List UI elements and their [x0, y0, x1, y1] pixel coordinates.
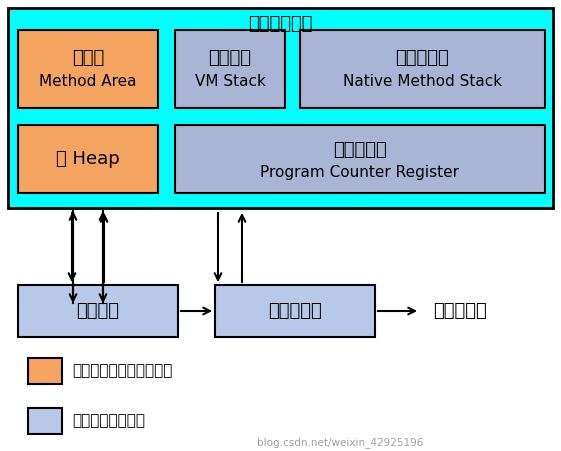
Text: 虚拟机栈: 虚拟机栈	[209, 49, 251, 67]
Bar	[18, 125, 158, 193]
Bar	[18, 30, 158, 108]
Text: Native Method Stack: Native Method Stack	[343, 74, 502, 89]
Bar	[175, 125, 545, 193]
Text: VM Stack: VM Stack	[195, 74, 265, 89]
Text: blog.csdn.net/weixin_42925196: blog.csdn.net/weixin_42925196	[257, 437, 423, 448]
Text: 由所有线程共享的数据区: 由所有线程共享的数据区	[72, 364, 172, 378]
Text: 本地库接口: 本地库接口	[268, 302, 322, 320]
Text: 运行时数据区: 运行时数据区	[249, 15, 312, 33]
Text: 方法区: 方法区	[72, 49, 104, 67]
Bar	[175, 30, 285, 108]
Bar	[300, 30, 545, 108]
Text: Method Area: Method Area	[39, 74, 137, 89]
Text: 程序计数器: 程序计数器	[333, 141, 387, 159]
Text: 本地方法栈: 本地方法栈	[396, 49, 449, 67]
Text: 本地方法库: 本地方法库	[433, 302, 487, 320]
Text: 堆 Heap: 堆 Heap	[56, 150, 120, 168]
Text: 线程隔离的数据区: 线程隔离的数据区	[72, 414, 145, 428]
Bar	[8, 8, 553, 208]
Bar	[28, 408, 62, 434]
Bar	[18, 285, 178, 337]
Bar	[28, 358, 62, 384]
Text: 执行引擎: 执行引擎	[76, 302, 119, 320]
Text: Program Counter Register: Program Counter Register	[260, 165, 459, 179]
Bar	[215, 285, 375, 337]
